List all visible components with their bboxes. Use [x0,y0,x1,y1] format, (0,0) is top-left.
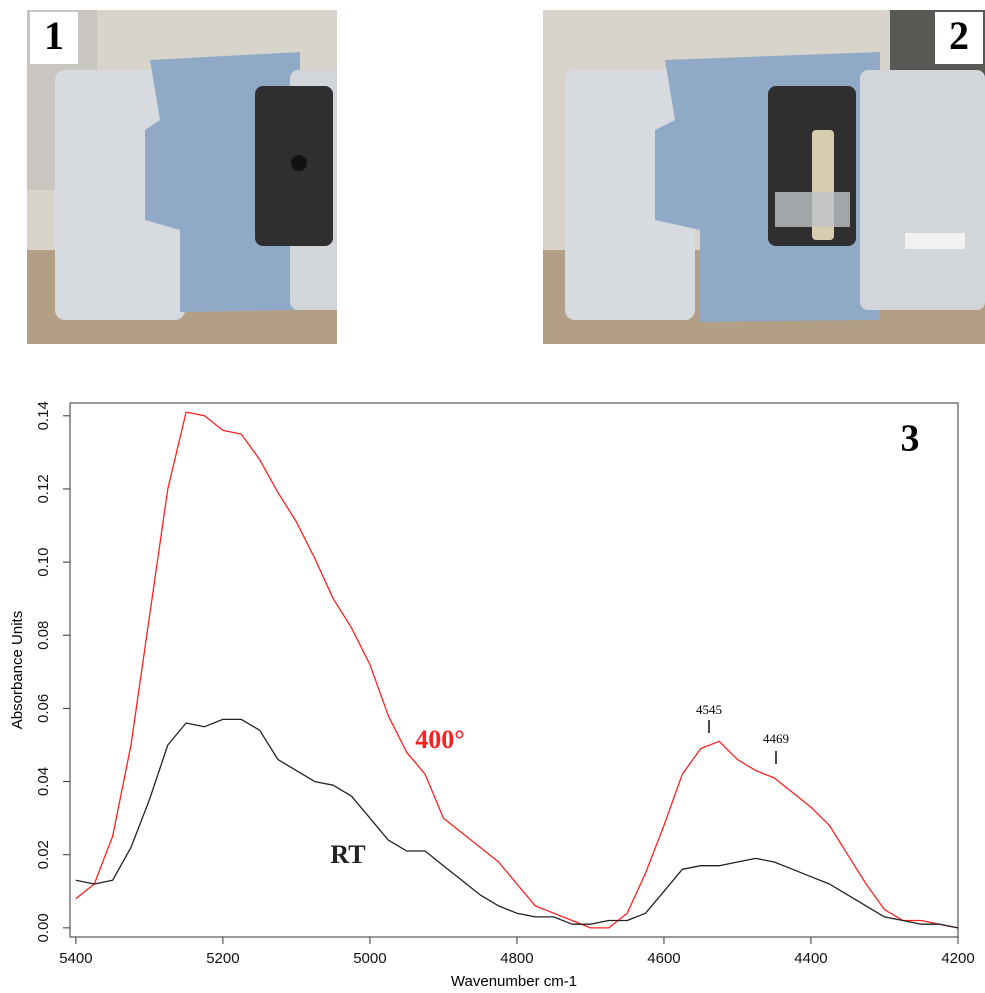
x-tick-label: 4400 [794,950,827,967]
photo-1: 1 [27,10,337,344]
series-label: RT [330,840,365,869]
y-tick-label: 0.04 [35,767,52,796]
annotation: 4469 [763,731,789,746]
y-tick-label: 0.10 [35,548,52,577]
series-label: 400° [415,725,464,754]
annotation: 4545 [696,702,722,717]
y-tick-label: 0.12 [35,474,52,503]
x-tick-label: 5000 [353,950,386,967]
series-line [75,411,959,929]
panel-label: 1 [44,13,64,58]
x-tick-label: 4200 [941,950,974,967]
x-tick-label: 5400 [59,950,92,967]
x-tick-label: 5200 [206,950,239,967]
y-axis-label: Absorbance Units [9,611,26,729]
y-tick-label: 0.08 [35,621,52,650]
photo-2: 2 [543,10,985,344]
y-tick-label: 0.14 [35,401,52,430]
y-tick-label: 0.00 [35,913,52,942]
panel-label: 2 [949,13,969,58]
plot-frame [69,402,959,938]
y-tick-label: 0.02 [35,840,52,869]
x-axis-label: Wavenumber cm-1 [451,973,577,990]
x-tick-label: 4600 [647,950,680,967]
series-line [75,718,959,929]
x-tick-label: 4800 [500,950,533,967]
panel-label: 3 [901,418,920,460]
y-tick-label: 0.06 [35,694,52,723]
